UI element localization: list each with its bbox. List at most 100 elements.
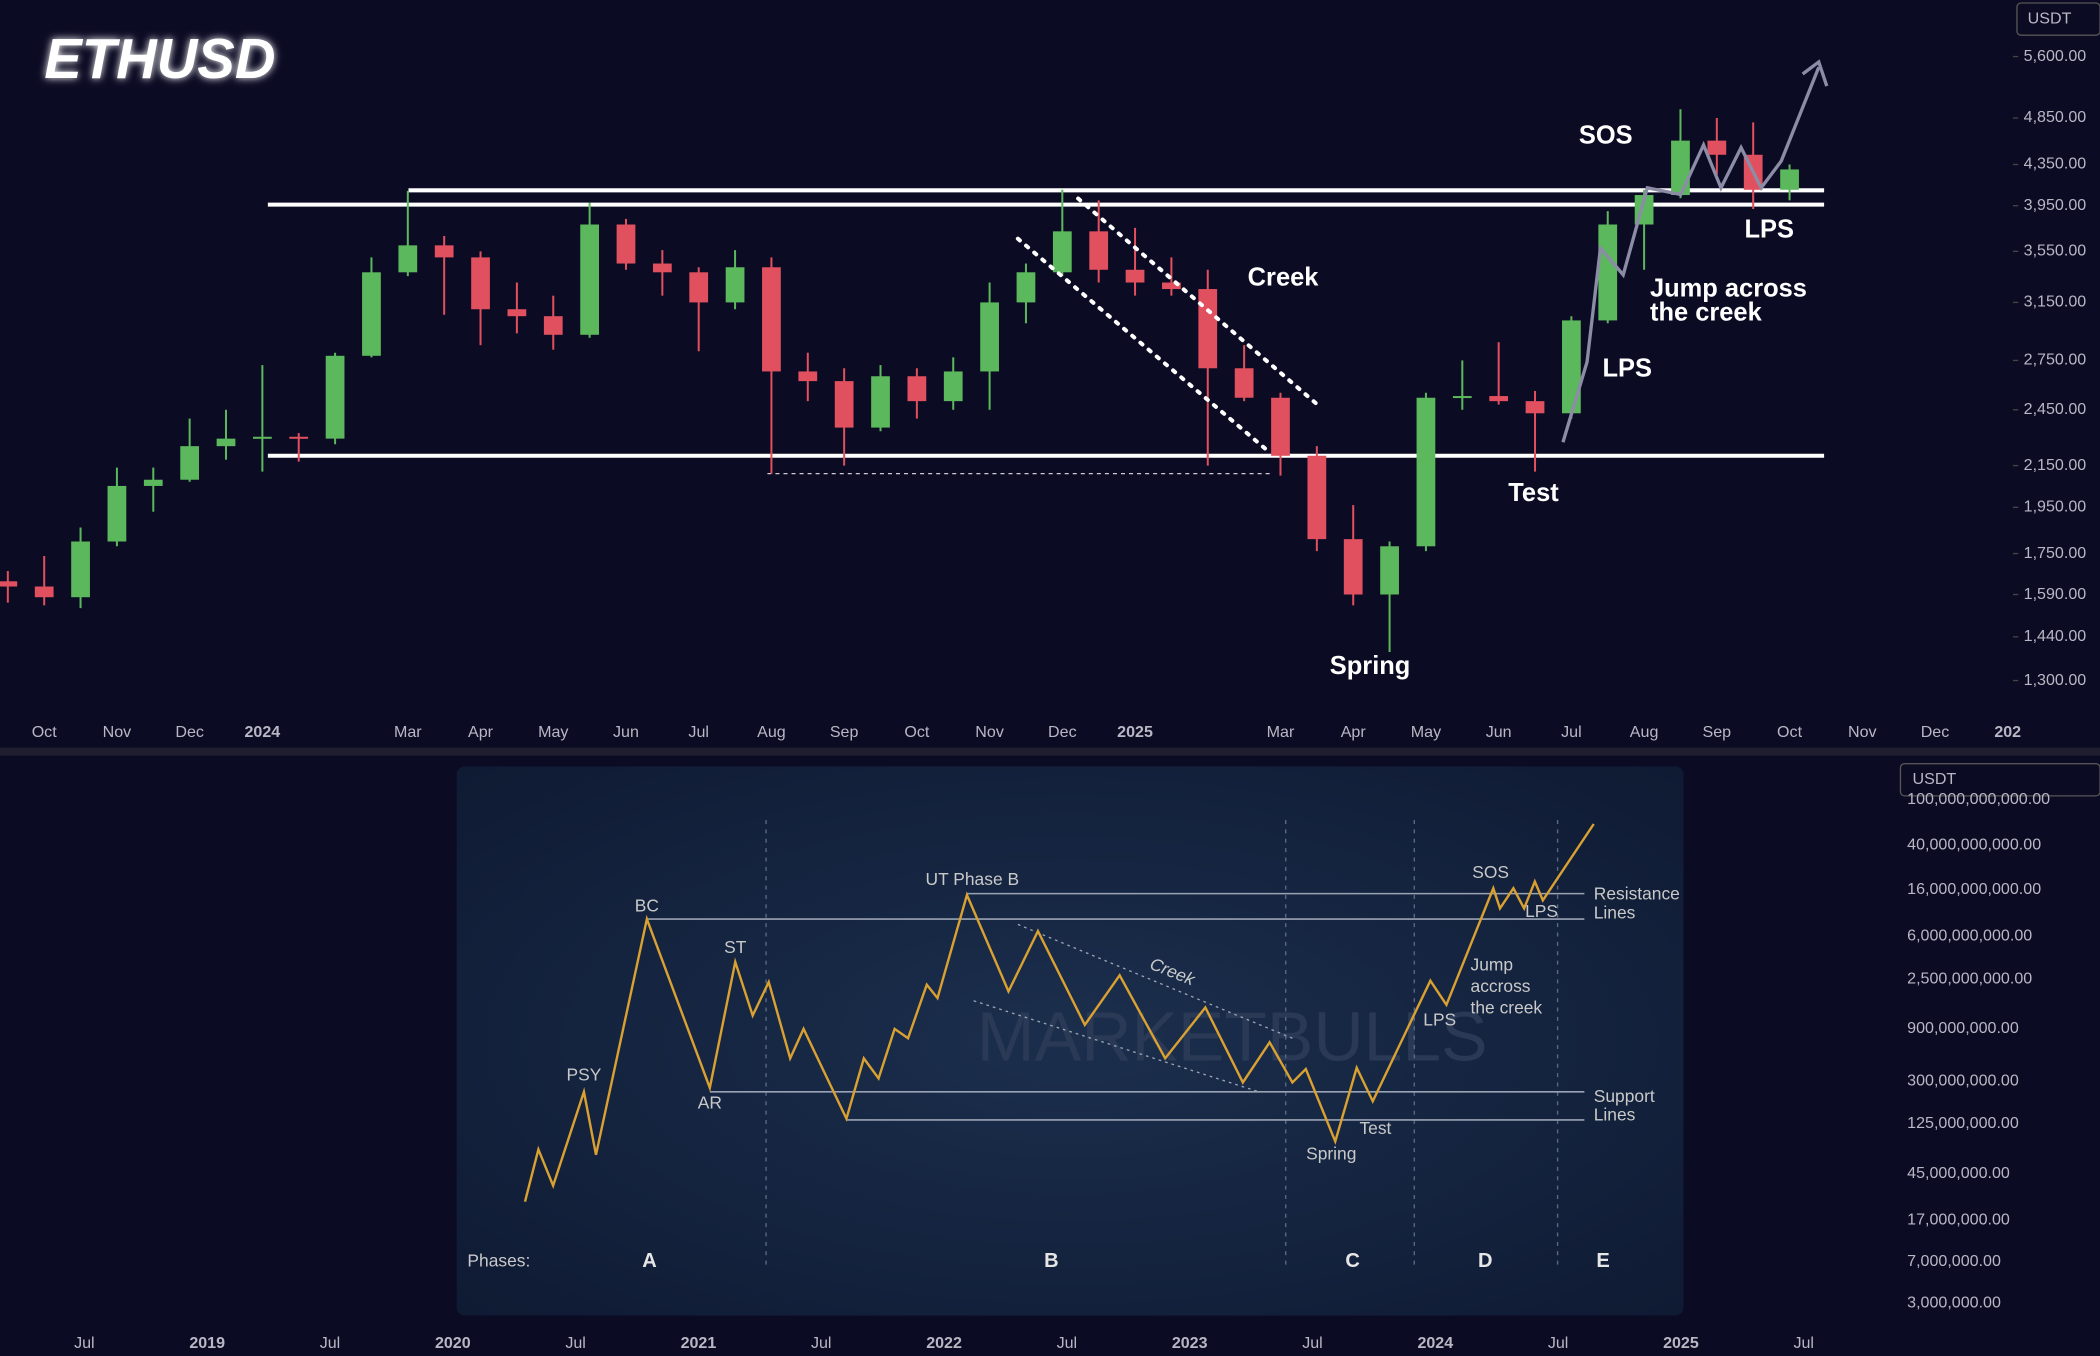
currency-box: [2016, 2, 2100, 36]
label: UT Phase B: [926, 869, 1020, 889]
lower-axes: 100,000,000,000.00 40,000,000,000.00 16,00…: [74, 790, 2050, 1352]
inset-creek-line: [973, 1000, 1260, 1093]
y-tick-label: 17,000,000.00: [1907, 1211, 2010, 1229]
y-tick-label: 2,500,000,000.00: [1907, 970, 2032, 988]
candle-body: [907, 376, 927, 402]
label: AR: [698, 1092, 722, 1112]
candle-body: [943, 371, 963, 402]
x-tick-label: 2020: [435, 1334, 471, 1352]
annotation: Test: [1508, 479, 1559, 507]
panel-divider: [0, 747, 2100, 756]
y-tick-label: 4,350.00: [2024, 155, 2087, 173]
x-tick-label: Nov: [1848, 723, 1877, 741]
candle-body: [798, 371, 818, 382]
annotation: LPS: [1602, 355, 1651, 383]
label: Lines: [1594, 1105, 1636, 1125]
x-tick-label: Mar: [394, 723, 422, 741]
candle-body: [216, 438, 236, 447]
annotation: Creek: [1248, 264, 1320, 292]
y-tick-label: 125,000,000.00: [1907, 1114, 2019, 1132]
y-tick-label: 3,000,000.00: [1907, 1294, 2001, 1312]
y-tick-label: 3,950.00: [2024, 196, 2087, 214]
candle-body: [362, 272, 381, 356]
candle-body: [1598, 224, 1618, 321]
candle-body: [507, 309, 527, 317]
y-tick-label: 45,000,000.00: [1907, 1164, 2010, 1182]
candle-body: [180, 446, 200, 480]
x-tick-label: Nov: [975, 723, 1004, 741]
x-tick-label: Jul: [320, 1334, 341, 1352]
x-tick-label: Sep: [830, 723, 859, 741]
candle-body: [434, 245, 454, 258]
x-tick-label: May: [538, 723, 568, 741]
annotation: the creek: [1650, 298, 1763, 326]
label: PSY: [567, 1064, 602, 1084]
x-tick-label: Aug: [757, 723, 786, 741]
x-tick-label: Apr: [468, 723, 494, 741]
phase-name: C: [1345, 1250, 1360, 1272]
y-tick-label: 4,850.00: [2024, 108, 2087, 126]
x-tick-label: Aug: [1630, 723, 1659, 741]
label: BC: [635, 896, 659, 916]
chart-title: ETHUSD: [44, 27, 275, 90]
x-tick-label: 2025: [1117, 723, 1153, 741]
y-tick-label: 40,000,000,000.00: [1907, 836, 2041, 854]
candle-body: [1198, 289, 1218, 369]
candle-body: [1416, 397, 1436, 547]
candle-body: [252, 436, 272, 439]
candle-body: [1525, 401, 1545, 414]
candle-body: [980, 302, 999, 372]
label: the creek: [1471, 997, 1543, 1017]
y-tick-label: 1,950.00: [2024, 498, 2087, 516]
phases-label: Phases:: [467, 1251, 530, 1271]
label: Test: [1359, 1118, 1391, 1138]
candle-body: [34, 586, 54, 598]
x-tick-label: Dec: [1048, 723, 1077, 741]
y-tick-label: 2,450.00: [2024, 400, 2087, 418]
candle-body: [398, 245, 418, 273]
currency: USDT: [2028, 9, 2072, 27]
x-tick-label: Jul: [811, 1334, 832, 1352]
y-tick-label: 100,000,000,000.00: [1907, 790, 2050, 808]
candle-body: [143, 479, 163, 486]
x-tick-label: Jul: [688, 723, 709, 741]
candle-body: [834, 381, 854, 428]
candle-body: [543, 316, 563, 335]
x-tick-label: Jul: [1561, 723, 1582, 741]
candle-body: [652, 263, 672, 273]
x-tick-label: 202: [1994, 723, 2021, 741]
x-tick-label: Jul: [1548, 1334, 1569, 1352]
arrow-head: [1801, 59, 1829, 87]
candle-body: [1234, 368, 1254, 398]
candle-body: [471, 257, 490, 310]
x-tick-label: Jul: [565, 1334, 586, 1352]
y-tick-label: 6,000,000,000.00: [1907, 927, 2032, 945]
candle-body: [1489, 396, 1509, 402]
label: Spring: [1306, 1143, 1356, 1163]
label: accross: [1471, 976, 1531, 996]
y-tick-label: 2,150.00: [2024, 456, 2087, 474]
wyckoff-path: [523, 823, 1595, 1202]
candle-body: [616, 224, 636, 264]
y-tick-label: 1,590.00: [2024, 585, 2087, 603]
candle-body: [1162, 282, 1181, 290]
candle-body: [1052, 231, 1072, 273]
y-tick-label: 3,550.00: [2024, 242, 2087, 260]
y-tick-label: 3,150.00: [2024, 293, 2087, 311]
x-tick-label: Jun: [1486, 723, 1512, 741]
x-tick-label: Jul: [1302, 1334, 1323, 1352]
x-tick-label: May: [1411, 723, 1441, 741]
candle-body: [871, 376, 890, 428]
creek-line: [1076, 196, 1322, 409]
annotation: Jump across: [1650, 274, 1807, 302]
label: ST: [724, 937, 747, 957]
candle-body: [1016, 272, 1036, 303]
x-tick-label: Apr: [1341, 723, 1367, 741]
label: Lines: [1594, 902, 1636, 922]
candle-body: [762, 267, 781, 372]
x-tick-label: Nov: [103, 723, 132, 741]
creek-line: [1015, 236, 1268, 451]
x-tick-label: Jul: [1057, 1334, 1078, 1352]
x-tick-label: 2019: [189, 1334, 225, 1352]
